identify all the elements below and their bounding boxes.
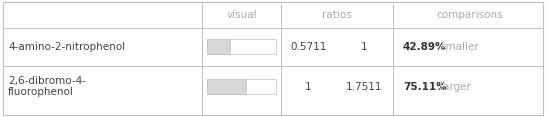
Text: larger: larger xyxy=(440,82,471,92)
Text: visual: visual xyxy=(226,10,257,20)
Bar xyxy=(207,39,230,54)
Text: 4-amino-2-nitrophenol: 4-amino-2-nitrophenol xyxy=(8,42,126,52)
Text: ratios: ratios xyxy=(322,10,352,20)
Text: comparisons: comparisons xyxy=(436,10,503,20)
Text: 1.7511: 1.7511 xyxy=(346,82,383,92)
Text: 1: 1 xyxy=(305,82,312,92)
Bar xyxy=(207,39,276,54)
Bar xyxy=(207,79,276,94)
Text: smaller: smaller xyxy=(440,42,479,52)
Text: 42.89%: 42.89% xyxy=(403,42,447,52)
Bar xyxy=(207,79,246,94)
Text: 1: 1 xyxy=(361,42,368,52)
Text: 75.11%: 75.11% xyxy=(403,82,447,92)
Text: 2,6-dibromo-4-
fluorophenol: 2,6-dibromo-4- fluorophenol xyxy=(8,76,86,97)
Text: 0.5711: 0.5711 xyxy=(290,42,327,52)
